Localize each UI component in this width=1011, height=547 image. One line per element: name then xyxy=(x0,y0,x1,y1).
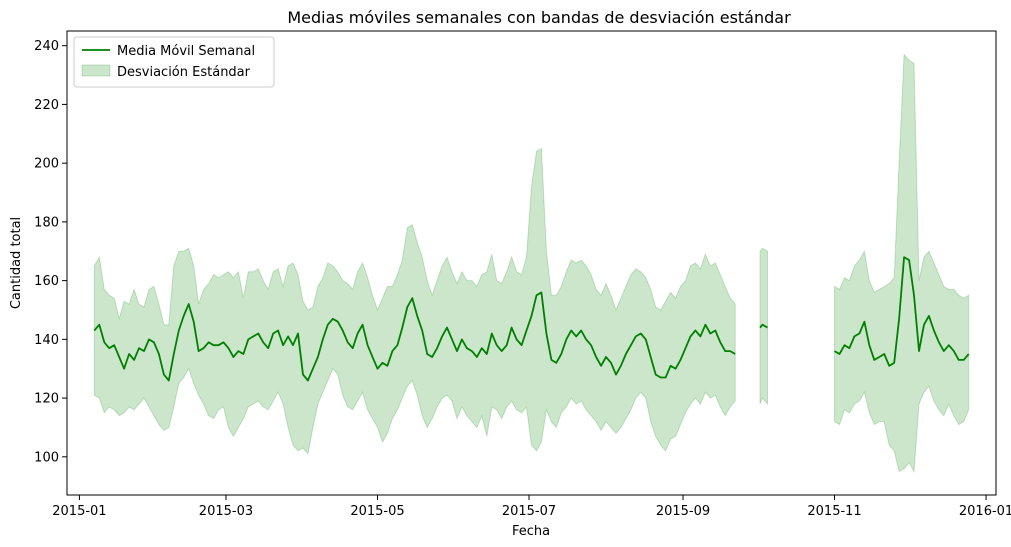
x-tick-label: 2015-11 xyxy=(807,504,861,519)
x-tick-label: 2015-05 xyxy=(350,504,404,519)
plot-frame xyxy=(66,30,997,496)
x-tick-label: 2015-07 xyxy=(502,504,556,519)
y-tick-label: 120 xyxy=(34,392,59,407)
legend-band-swatch xyxy=(81,64,111,77)
y-tick-label: 100 xyxy=(34,450,59,465)
legend-label-mean: Media Móvil Semanal xyxy=(117,44,255,59)
std-band-segment-3 xyxy=(834,53,970,474)
x-tick-label: 2015-01 xyxy=(52,504,106,519)
x-tick-label: 2016-01 xyxy=(959,504,1011,519)
legend-label-std: Desviación Estándar xyxy=(117,65,251,80)
y-axis: 100 120 140 160 180 200 220 240 xyxy=(34,39,67,465)
std-band-layer xyxy=(93,53,970,474)
y-tick-label: 180 xyxy=(34,215,59,230)
mean-line-layer xyxy=(93,256,970,382)
x-axis: 2015-01 2015-03 2015-05 2015-07 2015-09 2015-… xyxy=(52,495,1011,519)
legend: Media Móvil Semanal Desviación Estándar xyxy=(73,36,275,88)
y-axis-title: Cantidad total xyxy=(9,217,24,309)
legend-frame xyxy=(73,36,275,88)
mean-line-segment-1 xyxy=(93,291,736,382)
x-tick-label: 2015-03 xyxy=(199,504,253,519)
y-tick-label: 240 xyxy=(34,39,59,54)
mean-line-segment-3 xyxy=(834,256,970,367)
mean-line-segment-2 xyxy=(759,323,768,329)
y-tick-label: 220 xyxy=(34,98,59,113)
std-band-segment-1 xyxy=(93,147,736,456)
x-tick-label: 2015-09 xyxy=(656,504,710,519)
x-axis-title: Fecha xyxy=(512,524,550,539)
chart-title: Medias móviles semanales con bandas de d… xyxy=(287,8,791,27)
y-tick-label: 140 xyxy=(34,333,59,348)
plot-area xyxy=(93,53,970,474)
y-tick-label: 200 xyxy=(34,157,59,172)
y-tick-label: 160 xyxy=(34,274,59,289)
